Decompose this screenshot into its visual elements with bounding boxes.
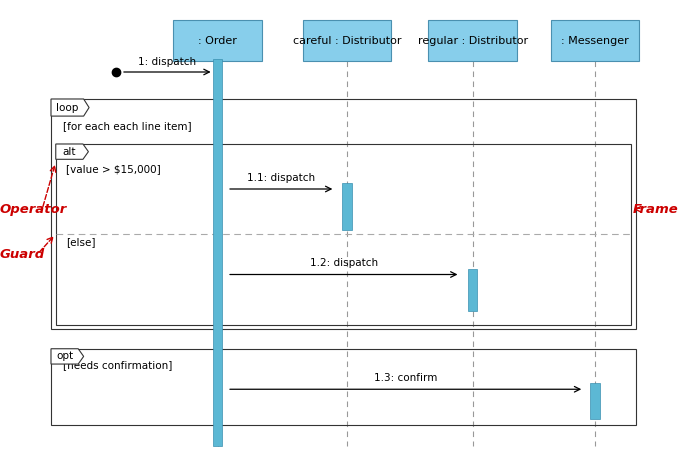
Text: [else]: [else] — [66, 237, 95, 247]
Text: 1.1: dispatch: 1.1: dispatch — [247, 173, 316, 183]
Bar — [428, 20, 517, 61]
Bar — [551, 20, 639, 61]
Text: Guard: Guard — [0, 248, 46, 261]
Text: : Order: : Order — [198, 36, 237, 45]
Text: [needs confirmation]: [needs confirmation] — [63, 360, 172, 370]
Bar — [56, 144, 631, 325]
Text: careful : Distributor: careful : Distributor — [292, 36, 401, 45]
Bar — [51, 349, 636, 425]
Bar — [590, 383, 600, 419]
Bar — [342, 183, 352, 230]
Text: Operator: Operator — [0, 203, 67, 216]
Polygon shape — [51, 99, 89, 116]
Text: 1.3: confirm: 1.3: confirm — [374, 373, 437, 383]
Text: loop: loop — [56, 103, 78, 112]
Bar — [468, 269, 477, 311]
Text: [value > $15,000]: [value > $15,000] — [66, 164, 160, 174]
Text: regular : Distributor: regular : Distributor — [418, 36, 528, 45]
Text: [for each each line item]: [for each each line item] — [63, 122, 191, 131]
Text: opt: opt — [56, 351, 73, 361]
Text: Frame: Frame — [633, 203, 679, 216]
Text: 1.2: dispatch: 1.2: dispatch — [309, 258, 378, 268]
Text: alt: alt — [63, 147, 76, 157]
Text: : Messenger: : Messenger — [561, 36, 629, 45]
Text: 1: dispatch: 1: dispatch — [137, 57, 196, 67]
Bar — [303, 20, 391, 61]
Bar — [213, 58, 222, 446]
Polygon shape — [51, 349, 84, 364]
Bar — [173, 20, 262, 61]
Polygon shape — [56, 144, 88, 159]
Bar — [51, 99, 636, 328]
